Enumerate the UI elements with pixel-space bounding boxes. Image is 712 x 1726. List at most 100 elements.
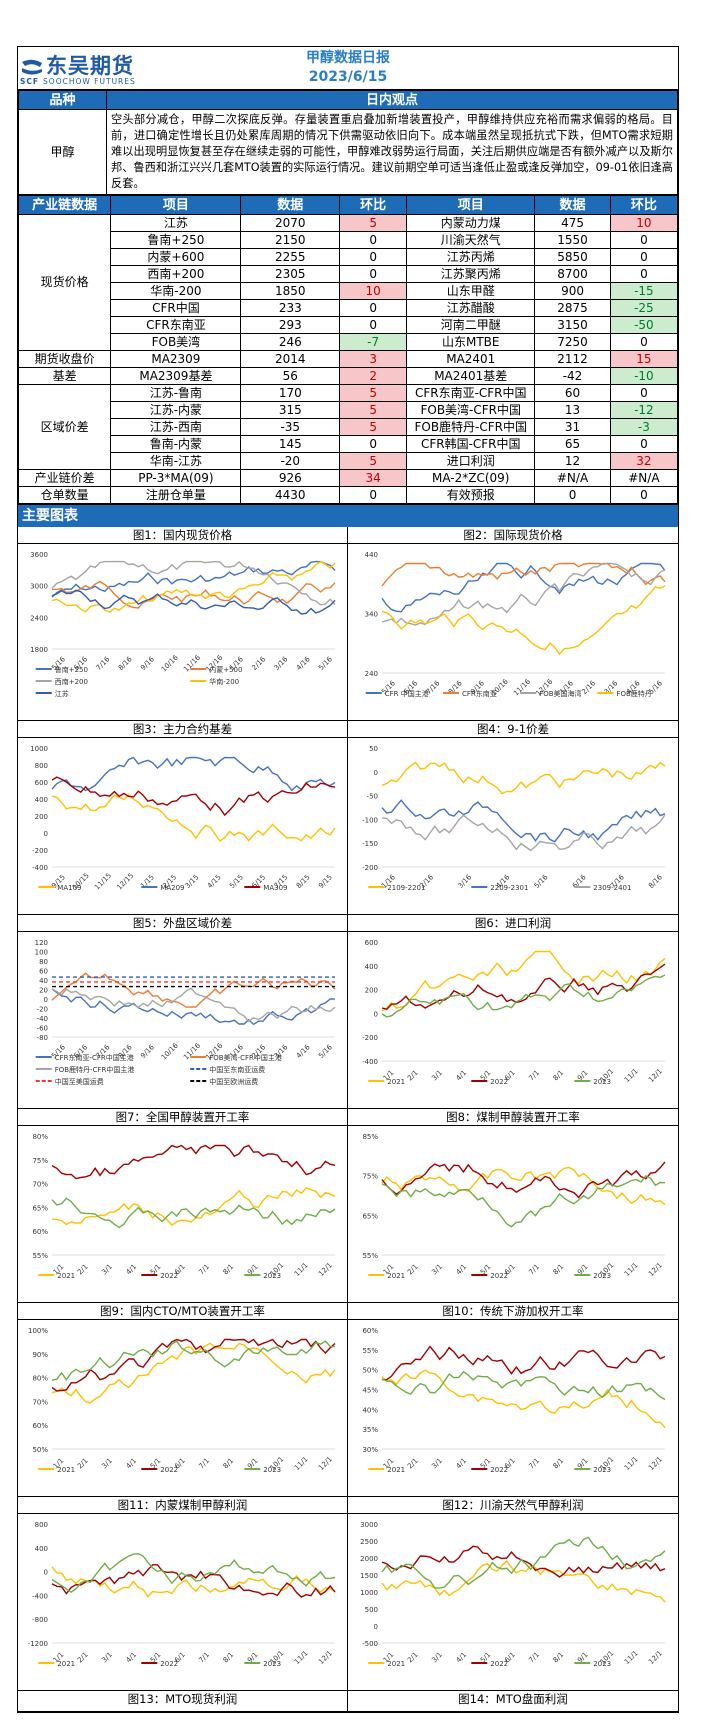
table-row: 华南-200 1850 10 山东甲醛 900 -15 xyxy=(19,282,679,300)
item-change: 5 xyxy=(339,401,408,419)
x-tick-label: 7/1 xyxy=(197,1651,211,1665)
x-tick-label: 10/16 xyxy=(160,1041,180,1061)
series-line xyxy=(381,1545,666,1578)
legend-label: 2021 xyxy=(387,1272,405,1280)
x-tick-label: 3/16 xyxy=(456,873,473,890)
item-change: 0 xyxy=(609,486,679,504)
group-label: 区域价差 xyxy=(17,384,112,470)
x-tick-label: 5/16 xyxy=(317,1043,334,1060)
y-tick-label: -20 xyxy=(37,1006,48,1014)
y-tick-label: 600 xyxy=(35,779,48,787)
series-line xyxy=(381,761,666,795)
x-tick-label: 12/1 xyxy=(317,1261,334,1278)
item-name: 川渝天然气 xyxy=(406,231,536,249)
item-change: 5 xyxy=(339,418,408,436)
y-tick-label: -40 xyxy=(37,1015,48,1023)
item-name: MA2401 xyxy=(406,350,536,368)
item-name: 江苏 xyxy=(110,214,242,232)
series-line xyxy=(381,562,666,587)
x-tick-label: 9/16 xyxy=(139,1043,156,1060)
legend-label: 2023 xyxy=(593,1272,611,1280)
y-tick-label: 20 xyxy=(39,987,48,995)
table-row: 现货价格 江苏 2070 5 内蒙动力煤 475 10 xyxy=(17,214,679,351)
series-line xyxy=(381,974,666,1018)
y-tick-label: 3600 xyxy=(30,551,48,559)
y-tick-label: 50 xyxy=(369,745,378,753)
series-line xyxy=(381,1536,666,1589)
y-tick-label: 1500 xyxy=(360,1572,378,1580)
y-tick-label: 0 xyxy=(44,1569,48,1577)
item-change: 10 xyxy=(339,282,408,300)
x-tick-label: 7/1 xyxy=(197,1263,211,1277)
table-row: 期货收盘价 MA2309 2014 3 MA2401 2112 15 xyxy=(17,350,679,368)
x-tick-label: 7/1 xyxy=(527,1457,541,1471)
y-tick-label: -150 xyxy=(362,840,378,848)
table-row: CFR东南亚 293 0 河南二甲醚 3150 -50 xyxy=(19,316,679,334)
item-name: 江苏醋酸 xyxy=(406,299,536,317)
series-line xyxy=(51,560,336,606)
y-tick-label: -200 xyxy=(362,864,378,872)
item-value: 2875 xyxy=(534,299,611,317)
table-row: 产业链价差 PP-3*MA(09) 926 34 MA-2*ZC(09) #N/A #N/A xyxy=(17,469,679,487)
y-tick-label: 65% xyxy=(362,1212,378,1220)
table-row: 江苏-内蒙 315 5 FOB美湾-CFR中国 13 -12 xyxy=(19,401,679,419)
y-tick-label: 0 xyxy=(44,996,48,1004)
legend-label: 2021 xyxy=(387,1466,405,1474)
item-change: 0 xyxy=(609,231,679,249)
table-row: 华南-江苏 -20 5 进口利润 12 32 xyxy=(19,452,679,470)
item-name: 鲁南-内蒙 xyxy=(110,435,242,453)
legend-label: 2022 xyxy=(160,1660,178,1668)
y-tick-label: 440 xyxy=(365,551,378,559)
item-value: 65 xyxy=(534,435,611,453)
series-line xyxy=(51,1186,336,1227)
legend-label: 中国至美国运费 xyxy=(55,1077,104,1086)
y-tick-label: 90% xyxy=(32,1351,48,1359)
item-change: -7 xyxy=(339,333,408,351)
y-tick-label: 200 xyxy=(35,813,48,821)
item-change: 15 xyxy=(609,350,679,368)
series-line xyxy=(51,776,336,817)
item-change: -25 xyxy=(609,299,679,317)
item-name: PP-3*MA(09) xyxy=(110,469,242,487)
item-value: 2014 xyxy=(240,350,341,368)
legend-label: 2022 xyxy=(490,1078,508,1086)
legend-label: 2023 xyxy=(593,1078,611,1086)
x-tick-label: 11/16 xyxy=(512,677,532,697)
item-value: -20 xyxy=(240,452,341,470)
item-value: 0 xyxy=(534,486,611,504)
item-value: 170 xyxy=(240,384,341,402)
y-tick-label: 400 xyxy=(35,1545,48,1553)
legend-label: 内蒙+500 xyxy=(209,665,242,674)
x-tick-label: 11/1 xyxy=(293,1261,310,1278)
table-row: 区域价差 江苏-鲁南 170 5 CFR东南亚-CFR中国 60 0 xyxy=(17,384,679,470)
item-value: 1850 xyxy=(240,282,341,300)
series-line xyxy=(381,963,666,1010)
x-tick-label: 2/1 xyxy=(406,1457,420,1471)
y-tick-label: 2500 xyxy=(360,1538,378,1546)
series-line xyxy=(51,1338,336,1392)
y-tick-label: 800 xyxy=(35,1521,48,1529)
x-tick-label: 9/16 xyxy=(139,655,156,672)
item-name: 内蒙+600 xyxy=(110,248,242,266)
chart-panel: 图5：外盘区域价差 120 100 80 60 40 20 0 -20 -40 -60 -80 5/16… xyxy=(18,915,348,1109)
item-change: 0 xyxy=(339,265,408,283)
x-tick-label: 8/16 xyxy=(647,873,664,890)
x-tick-label: 11/1 xyxy=(623,1067,640,1084)
x-tick-label: 4/1 xyxy=(125,1457,139,1471)
y-tick-label: 1800 xyxy=(30,646,48,654)
group-label: 现货价格 xyxy=(17,214,112,351)
report-date: 2023/6/15 xyxy=(308,69,388,85)
legend-label: 西南+200 xyxy=(55,677,88,686)
legend-label: 2023 xyxy=(263,1272,281,1280)
x-tick-label: 12/1 xyxy=(317,1649,334,1666)
x-tick-label: 12/1 xyxy=(647,1649,664,1666)
item-name: 山东甲醛 xyxy=(406,282,536,300)
series-line xyxy=(51,987,336,1023)
series-line xyxy=(381,562,666,626)
x-tick-label: 11/15 xyxy=(93,872,113,892)
table-row: 鲁南+250 2150 0 川渝天然气 1550 0 xyxy=(19,231,679,249)
x-tick-label: 3/1 xyxy=(430,1069,444,1083)
